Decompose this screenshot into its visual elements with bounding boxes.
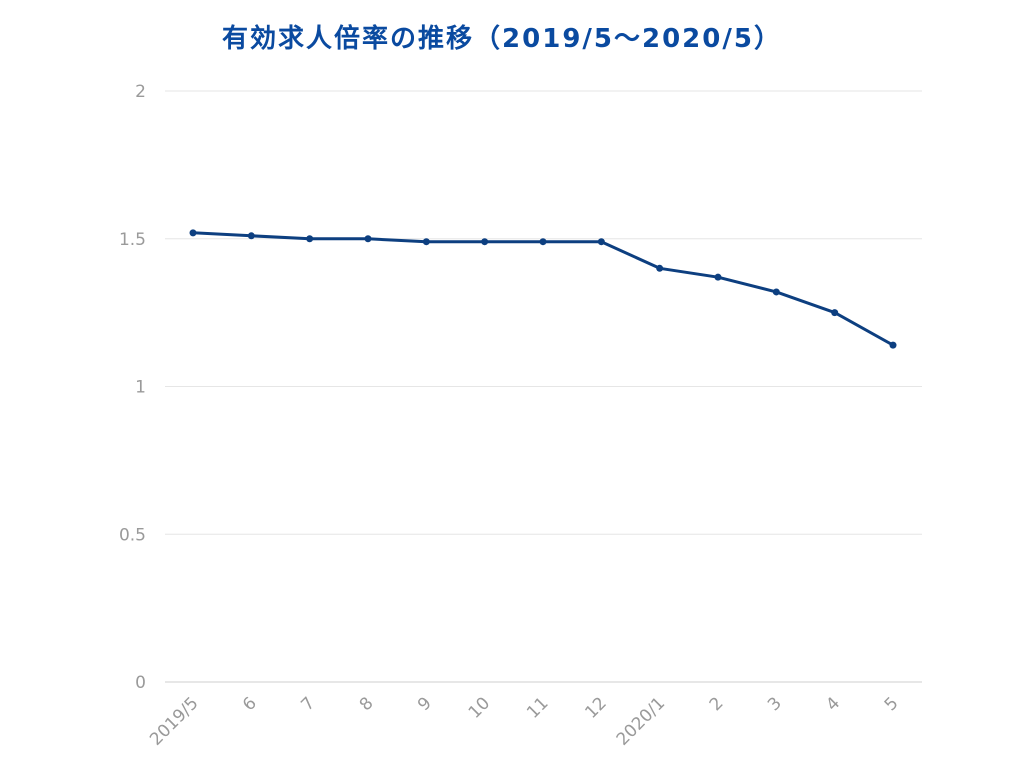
x-tick-label: 2 [706, 693, 728, 715]
data-point [597, 238, 605, 246]
data-point [772, 288, 780, 296]
y-tick-label: 0.5 [119, 525, 146, 545]
gridlines [165, 90, 922, 535]
x-axis-ticks: 2019/5 6 7 8 9 10 11 12 2020/1 2 3 4 5 [146, 693, 902, 749]
data-point [656, 264, 664, 272]
y-tick-label: 1.5 [119, 230, 146, 250]
data-point [364, 235, 372, 243]
y-axis-ticks: 0 0.5 1 1.5 2 [119, 82, 146, 693]
x-tick-label: 5 [881, 693, 903, 715]
y-tick-label: 0 [135, 673, 146, 693]
y-tick-label: 1 [135, 378, 146, 398]
x-tick-label: 2020/1 [613, 693, 669, 749]
data-point [481, 238, 489, 246]
x-tick-label: 2019/5 [146, 693, 202, 749]
data-point [714, 273, 722, 281]
x-tick-label: 4 [822, 693, 844, 715]
series-points [189, 229, 897, 349]
data-point [539, 238, 547, 246]
x-tick-label: 3 [764, 693, 786, 715]
chart-title: 有効求人倍率の推移（2019/5〜2020/5） [222, 24, 782, 54]
x-tick-label: 9 [414, 693, 436, 715]
data-point [831, 309, 839, 317]
data-point [189, 229, 197, 237]
data-point [422, 238, 430, 246]
data-point [247, 232, 255, 240]
data-point [889, 341, 897, 349]
x-tick-label: 8 [356, 693, 378, 715]
data-point [306, 235, 314, 243]
x-tick-label: 10 [465, 693, 494, 722]
x-tick-label: 7 [297, 693, 319, 715]
x-tick-label: 6 [239, 693, 261, 715]
series-line [192, 231, 894, 347]
x-tick-label: 11 [523, 693, 552, 722]
y-tick-label: 2 [135, 82, 146, 102]
x-tick-label: 12 [581, 693, 610, 722]
